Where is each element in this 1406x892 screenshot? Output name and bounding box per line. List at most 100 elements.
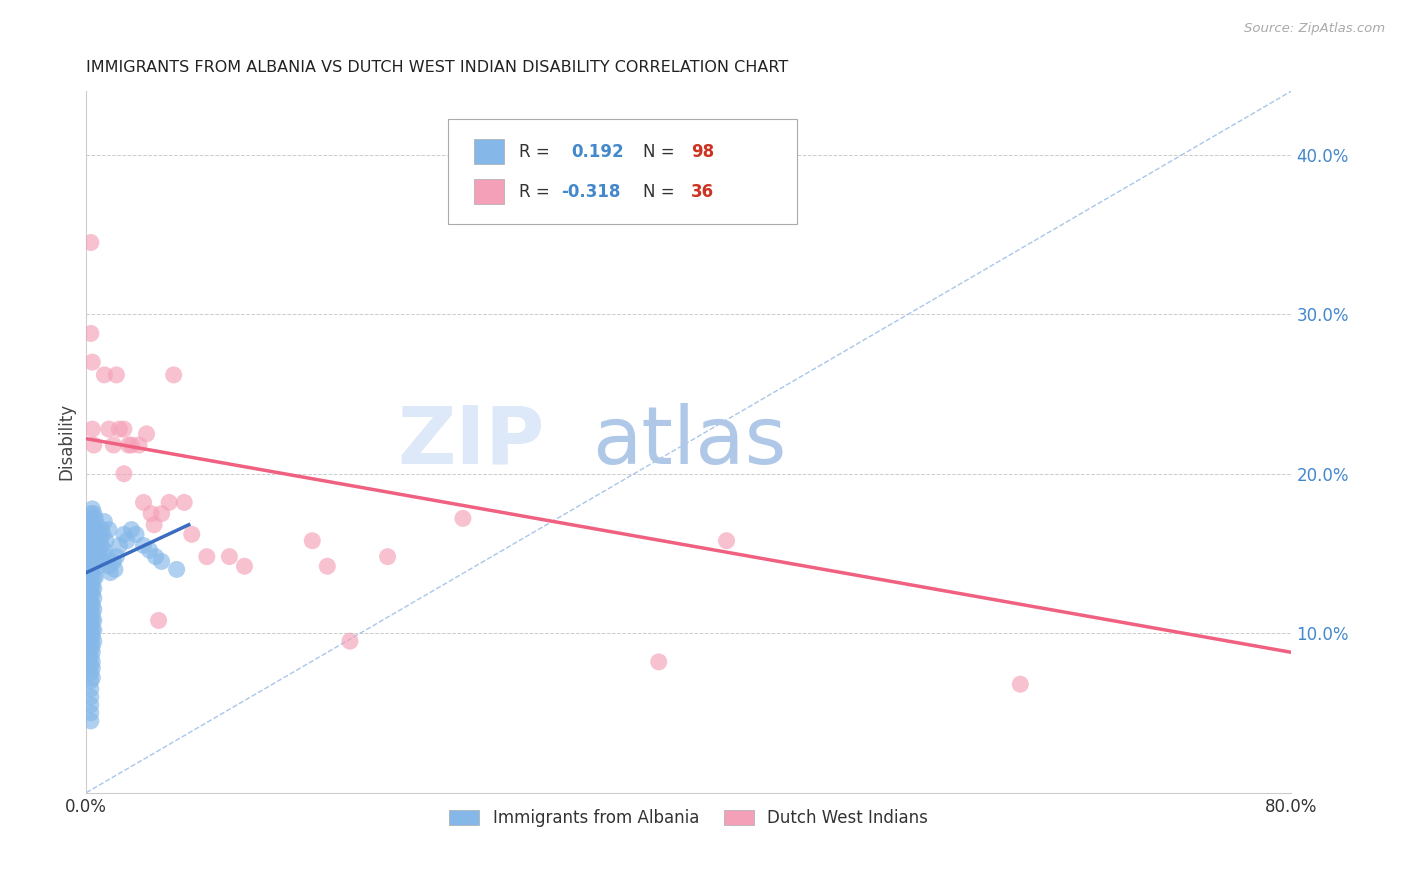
Point xyxy=(90,523,112,537)
Point xyxy=(82,614,104,628)
Point xyxy=(83,517,105,532)
Point xyxy=(83,623,105,637)
Point xyxy=(80,714,103,728)
Text: 0.192: 0.192 xyxy=(571,143,623,161)
Point xyxy=(82,422,104,436)
Point xyxy=(108,539,131,553)
Point xyxy=(100,566,122,580)
Point xyxy=(105,549,128,564)
Point xyxy=(96,549,118,564)
Point xyxy=(82,629,104,643)
Point xyxy=(82,623,104,637)
Point xyxy=(83,591,105,606)
Point xyxy=(80,698,103,712)
Text: ZIP: ZIP xyxy=(396,403,544,481)
Point xyxy=(80,618,103,632)
Point xyxy=(138,543,160,558)
Point xyxy=(180,527,202,541)
Point xyxy=(80,706,103,720)
Point xyxy=(80,515,103,529)
Point xyxy=(1010,677,1032,691)
Text: N =: N = xyxy=(643,183,681,201)
Point xyxy=(82,639,104,653)
Point xyxy=(80,681,103,696)
Point xyxy=(82,559,104,574)
Point xyxy=(80,507,103,521)
Point xyxy=(86,533,108,548)
Point xyxy=(139,507,162,521)
Point xyxy=(218,549,240,564)
Point xyxy=(648,655,671,669)
Point xyxy=(112,422,135,436)
Point xyxy=(80,690,103,704)
Text: R =: R = xyxy=(519,183,555,201)
Point xyxy=(80,523,103,537)
Point xyxy=(135,426,157,441)
Point xyxy=(121,438,143,452)
Point xyxy=(112,467,135,481)
Point xyxy=(128,438,150,452)
Point xyxy=(83,582,105,596)
Point xyxy=(82,527,104,541)
Point xyxy=(173,495,195,509)
FancyBboxPatch shape xyxy=(474,139,505,164)
Point xyxy=(339,634,361,648)
Point xyxy=(82,645,104,659)
Text: R =: R = xyxy=(519,143,555,161)
Point xyxy=(80,235,103,250)
Point xyxy=(83,570,105,584)
Point xyxy=(117,438,139,452)
Point xyxy=(132,495,155,509)
Point xyxy=(82,566,104,580)
Point xyxy=(82,655,104,669)
Point xyxy=(82,598,104,612)
Text: 98: 98 xyxy=(692,143,714,161)
Point xyxy=(80,326,103,341)
Point xyxy=(195,549,218,564)
Point xyxy=(80,594,103,608)
Point xyxy=(97,422,120,436)
Point xyxy=(87,543,110,558)
Point xyxy=(83,559,105,574)
Point xyxy=(163,368,186,382)
Point xyxy=(82,543,104,558)
Point xyxy=(80,531,103,545)
Point xyxy=(125,527,148,541)
Point xyxy=(121,523,143,537)
Point xyxy=(89,533,111,548)
Point xyxy=(87,559,110,574)
Point xyxy=(115,533,138,548)
Point xyxy=(82,533,104,548)
Point xyxy=(82,671,104,685)
Point xyxy=(87,527,110,541)
Point xyxy=(80,634,103,648)
Point xyxy=(83,527,105,541)
Point xyxy=(301,533,323,548)
Point xyxy=(80,562,103,576)
Point xyxy=(83,507,105,521)
Point xyxy=(90,539,112,553)
Point xyxy=(97,559,120,574)
Point xyxy=(143,517,166,532)
Text: N =: N = xyxy=(643,143,681,161)
Text: -0.318: -0.318 xyxy=(561,183,620,201)
Point xyxy=(233,559,256,574)
Point xyxy=(83,438,105,452)
Point xyxy=(82,586,104,600)
Point xyxy=(84,570,107,584)
Point xyxy=(377,549,399,564)
Point xyxy=(84,511,107,525)
Point xyxy=(112,527,135,541)
Point xyxy=(716,533,738,548)
Point xyxy=(83,539,105,553)
Point xyxy=(104,562,127,576)
Point xyxy=(80,570,103,584)
Text: atlas: atlas xyxy=(592,403,787,481)
Point xyxy=(89,549,111,564)
Point xyxy=(83,602,105,616)
Point xyxy=(148,614,170,628)
Point xyxy=(80,578,103,592)
Point xyxy=(80,610,103,624)
Point xyxy=(84,554,107,568)
Point xyxy=(145,549,167,564)
